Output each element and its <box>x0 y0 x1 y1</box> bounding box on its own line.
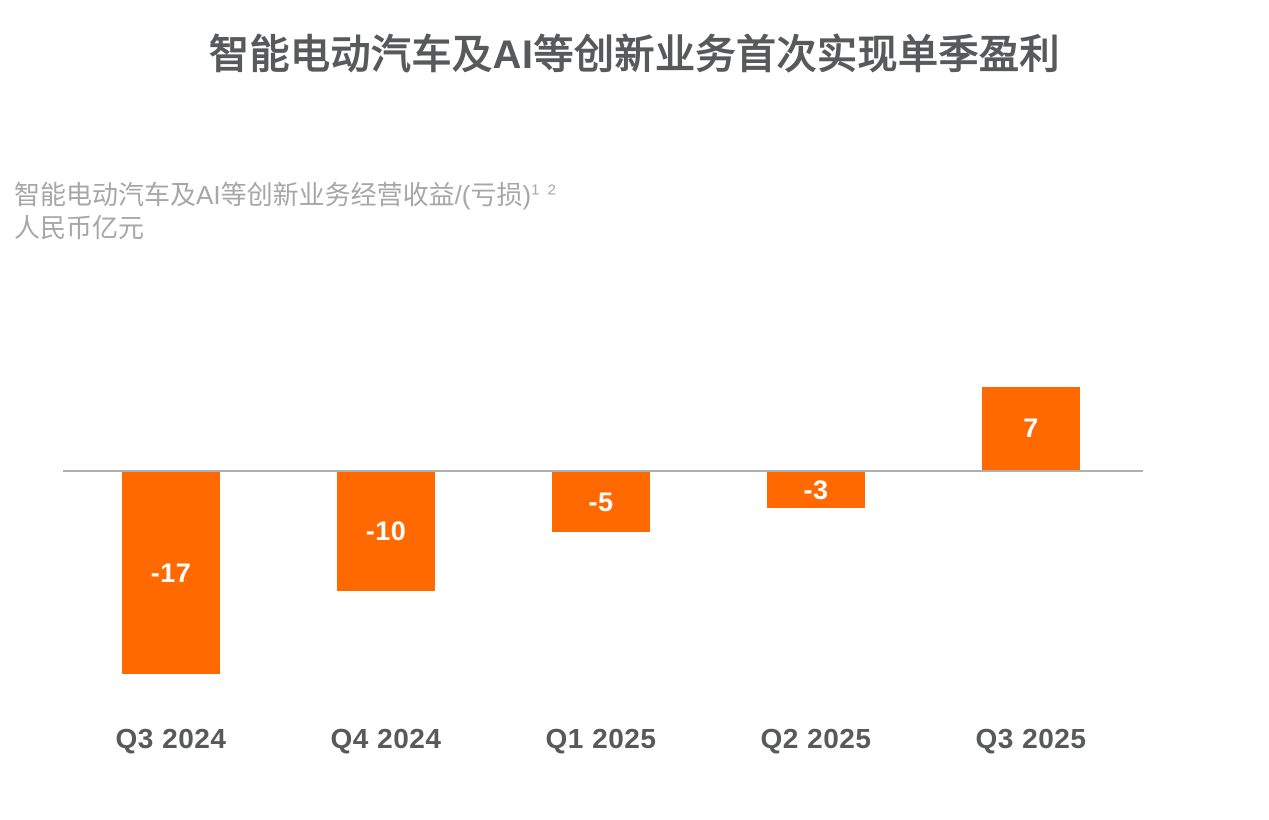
x-axis-label: Q3 2025 <box>975 723 1087 754</box>
bar-value-label: -3 <box>803 474 829 505</box>
bar-value-label: -5 <box>588 486 614 517</box>
subtitle-series-label: 智能电动汽车及AI等创新业务经营收益/(亏损) <box>14 180 532 210</box>
bar: -5 <box>552 472 650 532</box>
chart-subtitle: 智能电动汽车及AI等创新业务经营收益/(亏损)1 2 人民币亿元 <box>14 179 558 245</box>
bar-value-label: -10 <box>365 516 407 546</box>
bar-chart: -17 Q3 2024 -10 Q4 2024 -5 Q1 2025 -3 Q2 2025 7 Q… <box>63 330 1143 790</box>
bar: -3 <box>767 472 865 508</box>
zero-axis-line <box>63 470 1143 472</box>
bar-value-label: 7 <box>1023 413 1039 443</box>
chart-title: 智能电动汽车及AI等创新业务首次实现单季盈利 <box>209 33 1060 77</box>
footnote-markers: 1 2 <box>531 181 558 199</box>
subtitle-line-1: 智能电动汽车及AI等创新业务经营收益/(亏损)1 2 <box>14 179 558 212</box>
x-axis-label: Q3 2024 <box>115 723 227 754</box>
bar: -10 <box>337 472 435 591</box>
bar-value-label: -17 <box>150 557 192 588</box>
x-axis-label: Q4 2024 <box>330 723 442 754</box>
subtitle-unit-label: 人民币亿元 <box>14 213 145 243</box>
x-axis-label: Q2 2025 <box>760 723 872 754</box>
bar: 7 <box>982 387 1080 470</box>
bar: -17 <box>122 472 220 674</box>
x-axis-label: Q1 2025 <box>545 723 657 754</box>
